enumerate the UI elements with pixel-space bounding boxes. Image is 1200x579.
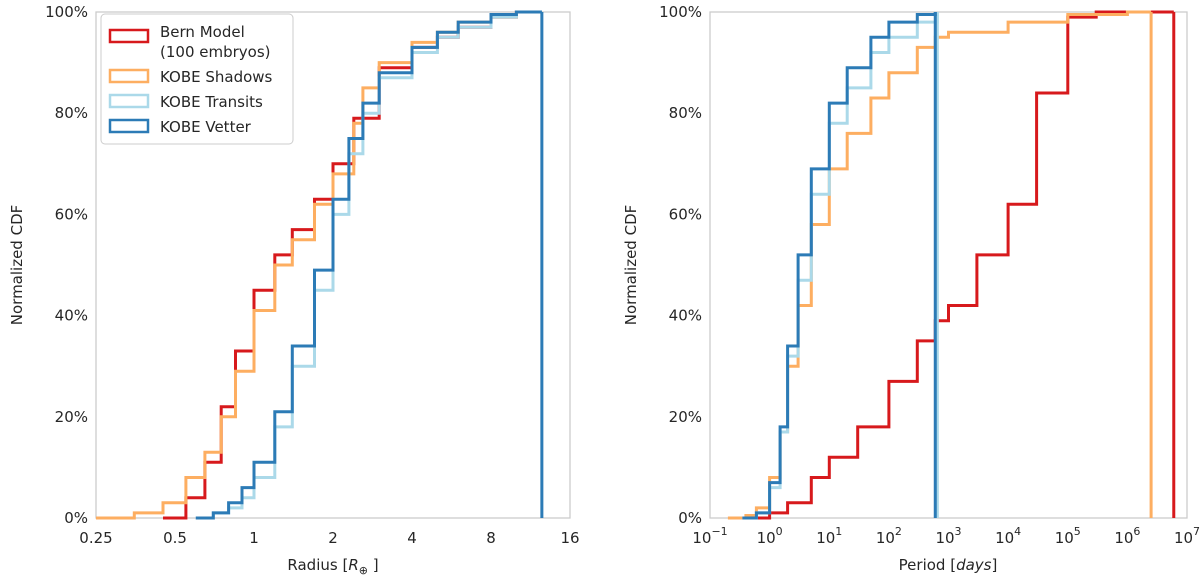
- x-tick-label: 1: [249, 529, 259, 547]
- y-tick-label: 80%: [669, 104, 702, 122]
- y-tick-label: 60%: [669, 205, 702, 223]
- x-tick-exponent: −1: [711, 525, 727, 538]
- legend-label-bern-sub: (100 embryos): [160, 43, 271, 61]
- series-group: [96, 10, 544, 520]
- x-axis-label: Radius [R⊕ ]: [287, 556, 378, 577]
- y-tick-label: 80%: [55, 104, 88, 122]
- series-line-kobe-vetter: [195, 10, 542, 520]
- legend: Bern Model (100 embryos) KOBE Shadows KO…: [100, 13, 294, 145]
- x-tick-exponent: 2: [895, 525, 902, 538]
- period-cdf-panel: 0%20%40%60%80%100% 10−1 100 101 102 103 104 10…: [622, 3, 1200, 574]
- y-tick-labels: 0% 20% 40% 60% 80% 100%: [45, 3, 88, 527]
- x-tick-exponent: 4: [1014, 525, 1021, 538]
- x-tick-label: 16: [560, 529, 579, 547]
- y-tick-label: 100%: [659, 3, 702, 21]
- y-tick-label: 0%: [678, 509, 702, 527]
- x-tick-label: 100: [757, 525, 783, 547]
- y-tick-labels: 0% 20% 40% 60% 80% 100%: [659, 3, 702, 527]
- legend-swatch-bern: [108, 28, 150, 44]
- x-tick-exponent: 6: [1133, 525, 1140, 538]
- x-tick-label: 8: [486, 529, 496, 547]
- plot-frame: [709, 11, 1188, 519]
- legend-label-transits: KOBE Transits: [160, 93, 263, 111]
- x-tick-label: 106: [1114, 525, 1140, 547]
- x-tick-label: 105: [1055, 525, 1081, 547]
- y-axis-label: Normalized CDF: [8, 205, 26, 325]
- radius-cdf-panel: 0% 20% 40% 60% 80% 100% 0.25 0.5 1 2 4 8 16 Radius …: [8, 3, 580, 577]
- x-tick-label: 4: [407, 529, 417, 547]
- x-tick-label: 2: [328, 529, 338, 547]
- y-tick-label: 40%: [669, 307, 702, 325]
- x-axis-label: Period [days]: [899, 556, 998, 574]
- legend-label-shadows: KOBE Shadows: [160, 68, 273, 86]
- x-tick-label: 107: [1174, 525, 1200, 547]
- y-tick-label: 60%: [55, 205, 88, 223]
- x-tick-exponent: 3: [955, 525, 962, 538]
- legend-label-vetter: KOBE Vetter: [160, 118, 252, 136]
- x-tick-exponent: 7: [1193, 525, 1200, 538]
- x-tick-label: 0.25: [79, 529, 112, 547]
- legend-label-bern: Bern Model: [160, 23, 245, 41]
- x-tick-label: 10−1: [692, 525, 727, 547]
- y-tick-label: 100%: [45, 3, 88, 21]
- x-tick-labels: 0.25 0.5 1 2 4 8 16: [79, 529, 579, 547]
- y-tick-label: 40%: [55, 307, 88, 325]
- x-tick-labels: 10−1 100 101 102 103 104 105 106 107: [692, 525, 1200, 547]
- x-tick-exponent: 0: [776, 525, 783, 538]
- legend-frame: [100, 13, 294, 145]
- x-tick-label: 0.5: [163, 529, 187, 547]
- y-tick-label: 0%: [64, 509, 88, 527]
- legend-swatch-shadows: [108, 68, 150, 84]
- y-tick-label: 20%: [55, 408, 88, 426]
- x-tick-label: 102: [876, 525, 902, 547]
- x-tick-exponent: 5: [1074, 525, 1081, 538]
- x-tick-label: 101: [816, 525, 842, 547]
- x-tick-exponent: 1: [835, 525, 842, 538]
- y-axis-label: Normalized CDF: [622, 205, 640, 325]
- x-tick-label: 104: [995, 525, 1021, 547]
- legend-swatch-vetter: [108, 118, 150, 134]
- series-line-kobe-vetter: [742, 12, 937, 520]
- legend-swatch-transits: [108, 93, 150, 109]
- y-tick-label: 20%: [669, 408, 702, 426]
- series-group: [727, 10, 1176, 520]
- x-tick-label: 103: [935, 525, 961, 547]
